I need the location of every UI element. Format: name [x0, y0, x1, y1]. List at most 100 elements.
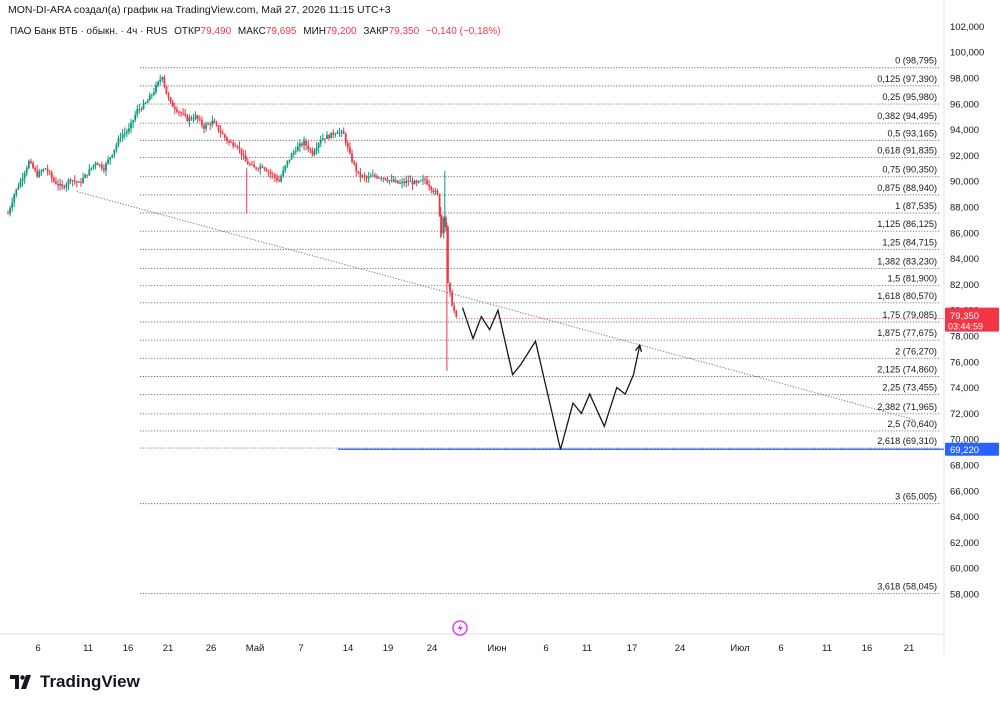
candle-body[interactable]: [330, 132, 333, 139]
candle-body[interactable]: [349, 147, 351, 154]
candle-body[interactable]: [346, 143, 349, 148]
candle-body[interactable]: [363, 175, 366, 177]
candle-body[interactable]: [7, 213, 9, 215]
candle-body[interactable]: [61, 183, 64, 187]
candle-body[interactable]: [138, 108, 141, 110]
candle-body[interactable]: [128, 128, 130, 132]
candle-body[interactable]: [119, 137, 122, 139]
candle-body[interactable]: [401, 181, 403, 184]
candle-body[interactable]: [338, 131, 341, 133]
candle-body[interactable]: [411, 180, 414, 185]
candle-body[interactable]: [232, 142, 235, 147]
candle-body[interactable]: [269, 171, 272, 174]
candle-body[interactable]: [246, 161, 249, 165]
candle-body[interactable]: [440, 215, 443, 234]
candle-body[interactable]: [361, 175, 364, 177]
candle-body[interactable]: [34, 168, 37, 171]
candle-body[interactable]: [365, 176, 368, 179]
candle-body[interactable]: [415, 180, 418, 183]
candle-body[interactable]: [380, 177, 383, 179]
candle-body[interactable]: [65, 184, 68, 188]
candle-body[interactable]: [96, 163, 99, 166]
candle-body[interactable]: [121, 134, 124, 138]
candle-body[interactable]: [388, 180, 391, 182]
candle-body[interactable]: [69, 179, 72, 181]
candle-body[interactable]: [134, 114, 137, 121]
candle-body[interactable]: [144, 103, 147, 104]
candle-body[interactable]: [46, 168, 49, 172]
candle-body[interactable]: [36, 170, 39, 177]
candle-body[interactable]: [280, 176, 283, 182]
candle-body[interactable]: [107, 159, 109, 164]
candle-body[interactable]: [422, 179, 424, 181]
candle-body[interactable]: [150, 94, 153, 96]
candle-body[interactable]: [238, 146, 241, 149]
candle-body[interactable]: [278, 180, 280, 182]
candle-body[interactable]: [392, 179, 395, 182]
candle-body[interactable]: [267, 171, 270, 173]
candle-body[interactable]: [223, 134, 226, 138]
candle-body[interactable]: [165, 85, 168, 95]
candle-body[interactable]: [11, 202, 14, 209]
candle-body[interactable]: [100, 164, 103, 169]
candle-body[interactable]: [207, 123, 210, 125]
candle-body[interactable]: [103, 168, 105, 171]
candle-body[interactable]: [394, 180, 397, 182]
candle-body[interactable]: [236, 146, 239, 148]
candle-body[interactable]: [67, 179, 70, 185]
candle-body[interactable]: [344, 134, 347, 144]
candle-body[interactable]: [86, 174, 89, 176]
candle-body[interactable]: [403, 181, 406, 184]
candle-body[interactable]: [424, 179, 426, 181]
candle-body[interactable]: [248, 164, 251, 166]
candle-body[interactable]: [413, 180, 416, 185]
candle-body[interactable]: [157, 81, 160, 86]
candle-body[interactable]: [155, 85, 157, 93]
candle-body[interactable]: [453, 305, 456, 311]
candle-body[interactable]: [444, 217, 447, 227]
candle-body[interactable]: [142, 103, 145, 110]
candle-body[interactable]: [175, 109, 178, 112]
candle-body[interactable]: [276, 177, 278, 181]
candle-body[interactable]: [146, 100, 149, 104]
candle-body[interactable]: [328, 135, 330, 139]
candle-body[interactable]: [292, 152, 295, 155]
candle-body[interactable]: [161, 77, 164, 80]
candle-body[interactable]: [38, 171, 41, 177]
forecast-path[interactable]: [461, 307, 641, 450]
candle-body[interactable]: [111, 154, 114, 158]
candle-body[interactable]: [52, 177, 55, 182]
candle-body[interactable]: [251, 164, 253, 166]
candle-body[interactable]: [15, 189, 18, 195]
candle-body[interactable]: [336, 132, 339, 134]
candle-body[interactable]: [167, 94, 170, 98]
candle-body[interactable]: [353, 161, 356, 164]
candle-body[interactable]: [211, 120, 214, 125]
candle-body[interactable]: [357, 171, 360, 173]
candle-body[interactable]: [130, 122, 132, 129]
candle-body[interactable]: [23, 173, 26, 179]
candle-body[interactable]: [148, 95, 151, 101]
candle-body[interactable]: [371, 175, 374, 177]
candle-body[interactable]: [132, 120, 134, 123]
candle-body[interactable]: [217, 125, 220, 131]
candle-body[interactable]: [140, 108, 143, 110]
candle-body[interactable]: [369, 176, 372, 178]
candle-body[interactable]: [136, 109, 139, 115]
candle-body[interactable]: [242, 154, 245, 156]
candle-body[interactable]: [77, 181, 80, 183]
candle-body[interactable]: [378, 177, 381, 179]
candle-body[interactable]: [180, 112, 182, 114]
candle-body[interactable]: [109, 157, 112, 160]
candle-body[interactable]: [351, 153, 353, 162]
candle-body[interactable]: [205, 124, 207, 129]
candle-body[interactable]: [50, 172, 53, 178]
candle-body[interactable]: [438, 194, 441, 216]
candle-body[interactable]: [209, 123, 212, 125]
candle-body[interactable]: [326, 135, 328, 139]
candle-body[interactable]: [315, 147, 318, 152]
candle-body[interactable]: [442, 217, 445, 234]
candle-body[interactable]: [48, 171, 51, 173]
candle-body[interactable]: [259, 166, 262, 170]
